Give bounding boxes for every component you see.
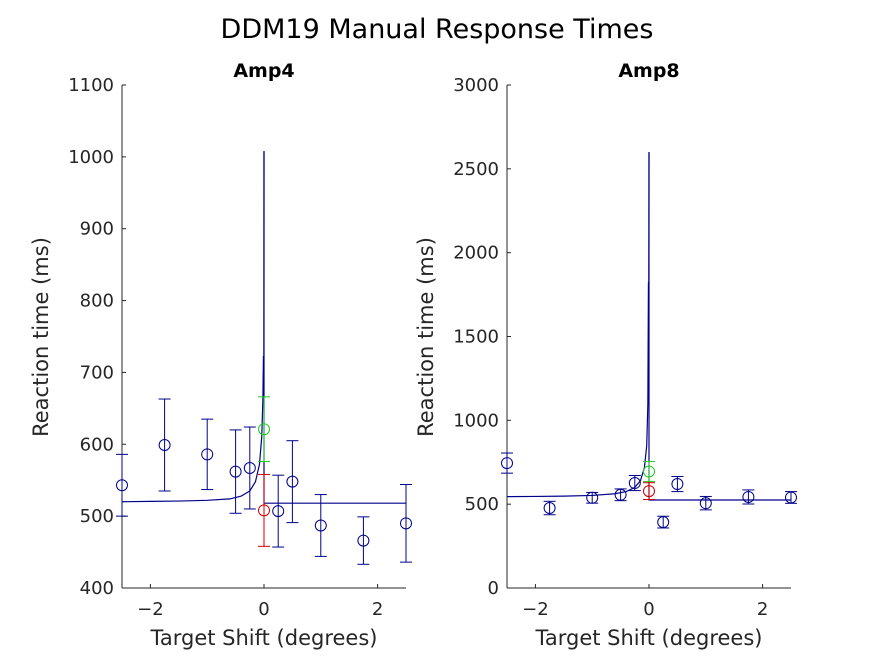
y-tick-label: 900 bbox=[80, 219, 114, 240]
chart-panel-amp8: Amp8 Target Shift (degrees) Reaction tim… bbox=[414, 60, 797, 650]
data-point bbox=[643, 465, 655, 478]
data-point bbox=[243, 461, 256, 474]
y-tick-label: 1000 bbox=[453, 410, 499, 431]
data-point bbox=[158, 439, 171, 452]
figure-title: DDM19 Manual Response Times bbox=[221, 14, 654, 45]
data-point bbox=[286, 475, 299, 488]
data-point bbox=[201, 448, 214, 461]
y-tick-label: 1000 bbox=[68, 147, 114, 168]
x-tick-label: 0 bbox=[643, 599, 654, 620]
x-tick-label: 2 bbox=[757, 599, 768, 620]
data-point bbox=[229, 465, 242, 478]
chart-panel-amp4: Amp4 Target Shift (degrees) Reaction tim… bbox=[29, 60, 412, 650]
y-tick-label: 500 bbox=[80, 506, 114, 527]
chart-title: Amp8 bbox=[618, 60, 679, 82]
x-axis-label: Target Shift (degrees) bbox=[535, 626, 763, 650]
y-tick-label: 500 bbox=[465, 494, 499, 515]
y-tick-label: 700 bbox=[80, 362, 114, 383]
data-point bbox=[699, 497, 712, 510]
x-tick-label: 2 bbox=[372, 599, 383, 620]
data-point bbox=[657, 516, 670, 529]
data-point bbox=[357, 534, 370, 547]
data-point bbox=[543, 502, 556, 515]
y-tick-label: 1100 bbox=[68, 75, 114, 96]
x-tick-label: −2 bbox=[137, 599, 164, 620]
data-point bbox=[742, 490, 755, 503]
y-tick-label: 0 bbox=[488, 578, 499, 599]
fit-line-left bbox=[506, 152, 650, 498]
chart-title: Amp4 bbox=[233, 60, 294, 82]
x-axis-label: Target Shift (degrees) bbox=[150, 626, 378, 650]
y-tick-label: 2500 bbox=[453, 159, 499, 180]
x-tick-label: 0 bbox=[258, 599, 269, 620]
data-point bbox=[272, 505, 285, 518]
data-point bbox=[258, 423, 270, 436]
y-tick-label: 1500 bbox=[453, 327, 499, 348]
y-axis-label: Reaction time (ms) bbox=[29, 237, 53, 437]
data-point bbox=[258, 504, 270, 517]
data-point bbox=[614, 488, 627, 501]
y-tick-label: 400 bbox=[80, 578, 114, 599]
y-tick-label: 2000 bbox=[453, 243, 499, 264]
data-point bbox=[400, 517, 412, 530]
data-point bbox=[643, 485, 655, 498]
data-point bbox=[628, 477, 641, 490]
data-point bbox=[785, 491, 797, 504]
x-tick-label: −2 bbox=[522, 599, 549, 620]
data-point bbox=[671, 478, 684, 491]
fit-line-left bbox=[121, 151, 265, 503]
data-point bbox=[314, 519, 327, 532]
data-point bbox=[501, 457, 513, 470]
y-tick-label: 3000 bbox=[453, 75, 499, 96]
y-axis-label: Reaction time (ms) bbox=[414, 237, 438, 437]
y-tick-label: 600 bbox=[80, 434, 114, 455]
data-point bbox=[586, 491, 599, 504]
data-point bbox=[116, 479, 128, 492]
y-tick-label: 800 bbox=[80, 291, 114, 312]
